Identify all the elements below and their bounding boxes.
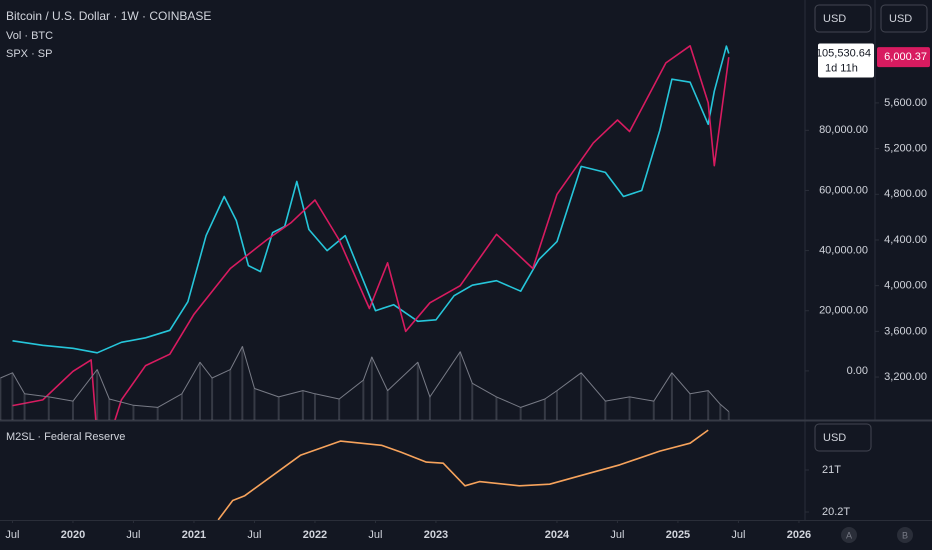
currency-button-label[interactable]: USD [823,432,846,444]
price-label: 6,000.37 [884,51,927,63]
y2-tick-label: 5,200.00 [884,143,927,155]
price-badge [818,43,874,78]
x-tick-label: Jul [247,529,261,541]
x-tick-label: 2025 [666,529,690,541]
x-tick-label: 2022 [303,529,327,541]
price-badge [877,47,930,68]
y-tick-label: 20,000.00 [819,305,868,317]
scale-button[interactable] [897,527,913,543]
vol-legend: Vol · BTC [6,30,53,42]
spx-line [12,44,730,420]
currency-button[interactable] [880,4,928,33]
y-tick-label: 0.00 [847,365,868,377]
x-tick-label: 2021 [182,529,206,541]
currency-button-label[interactable]: USD [823,13,846,25]
m2-legend: M2SL · Federal Reserve [6,431,125,443]
x-tick-label: 2023 [424,529,448,541]
currency-button[interactable] [814,423,872,452]
currency-button-label[interactable]: USD [889,13,912,25]
m2-line [217,429,709,520]
y-tick-label: 40,000.00 [819,245,868,257]
x-tick-label: Jul [126,529,140,541]
y-tick-label: 21T [822,464,841,476]
y2-tick-label: 4,800.00 [884,188,927,200]
btc-line [12,45,730,354]
lower-pane [217,429,709,520]
y2-tick-label: 3,200.00 [884,371,927,383]
y2-tick-label: 3,600.00 [884,325,927,337]
x-tick-label: Jul [610,529,624,541]
scale-button-label[interactable]: B [902,530,908,540]
x-tick-label: Jul [368,529,382,541]
price-label: 105,530.64 [816,47,871,59]
y-tick-label: 60,000.00 [819,184,868,196]
y2-tick-label: 4,000.00 [884,280,927,292]
x-tick-label: Jul [731,529,745,541]
y-tick-label: 80,000.00 [819,124,868,136]
y2-tick-label: 4,400.00 [884,234,927,246]
volume-line [0,346,730,412]
scale-button-label[interactable]: A [846,530,852,540]
spx-legend: SPX · SP [6,48,52,60]
scale-button[interactable] [841,527,857,543]
countdown-label: 1d 11h [825,62,858,74]
main-title: Bitcoin / U.S. Dollar · 1W · COINBASE [6,9,211,23]
currency-button[interactable] [814,4,872,33]
overlay: Bitcoin / U.S. Dollar · 1W · COINBASE Vo… [5,4,930,543]
y2-tick-label: 5,600.00 [884,97,927,109]
x-tick-label: 2024 [545,529,570,541]
x-tick-label: Jul [5,529,19,541]
y-tick-label: 20.2T [822,506,850,518]
main-pane [0,44,730,420]
x-tick-label: 2026 [787,529,811,541]
x-tick-label: 2020 [61,529,85,541]
